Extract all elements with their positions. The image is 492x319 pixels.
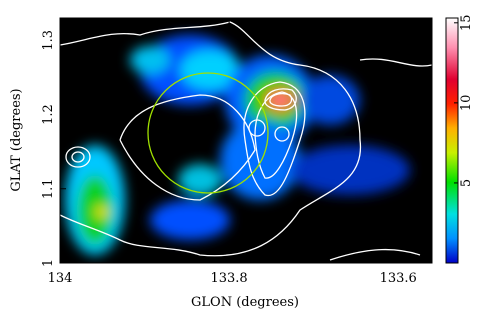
x-tick-label: 133.8 (210, 271, 247, 286)
chart: 134 133.8 133.6 1 1.1 1.2 1.3 5 10 15 GLON (degre… (0, 0, 492, 315)
colorbar-tick-label: 10 (459, 95, 474, 112)
x-tick-label: 133.6 (380, 271, 417, 286)
x-axis-label: GLON (degrees) (191, 295, 299, 310)
colorbar-tick-label: 5 (459, 179, 474, 187)
colorbar (446, 18, 458, 263)
y-axis-label: GLAT (degrees) (9, 88, 24, 191)
y-tick-label: 1.2 (41, 104, 56, 125)
y-tick-label: 1.1 (41, 178, 56, 199)
x-tick-label: 134 (48, 271, 73, 286)
image (60, 18, 432, 263)
y-tick-label: 1 (41, 259, 56, 267)
y-tick-label: 1.3 (41, 30, 56, 51)
colorbar-tick-label: 15 (459, 15, 474, 32)
